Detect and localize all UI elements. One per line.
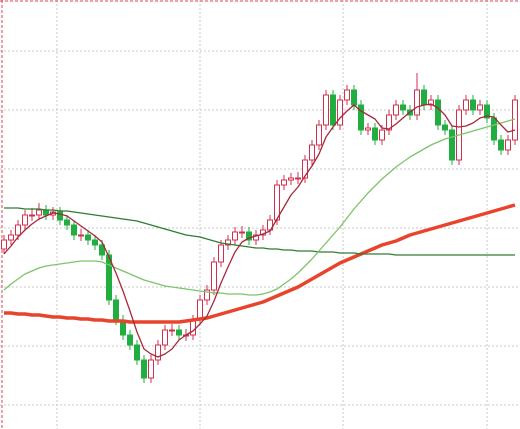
moving-average-line: [3, 103, 516, 358]
candle-body: [309, 144, 315, 161]
candle-body: [57, 211, 63, 221]
candle-body: [64, 219, 70, 226]
candle-body: [141, 359, 147, 379]
candle-body: [8, 234, 14, 241]
candle-body: [435, 99, 441, 126]
candle-body: [246, 231, 252, 241]
candle-body: [477, 104, 483, 111]
moving-average-line: [4, 203, 516, 324]
candle-body: [211, 261, 217, 291]
candle-body: [218, 244, 224, 263]
candle-body: [484, 104, 490, 119]
moving-average-line: [3, 118, 516, 296]
candle-body: [288, 177, 294, 181]
candle-body: [337, 99, 343, 126]
candles: [1, 73, 518, 383]
candle-body: [351, 89, 357, 106]
candle-body: [386, 114, 392, 131]
candle-body: [15, 224, 21, 236]
candle-body: [85, 234, 91, 241]
candle-body: [323, 94, 329, 126]
candle-body: [190, 319, 196, 336]
candle-body: [162, 329, 168, 346]
candle-body: [99, 244, 105, 256]
candle-body: [239, 231, 245, 234]
candle-body: [176, 329, 182, 336]
candle-body: [330, 94, 336, 126]
candle-body: [498, 139, 504, 151]
candle-body: [92, 239, 98, 246]
candle-body: [29, 214, 35, 217]
candle-body: [71, 224, 77, 236]
candle-body: [358, 104, 364, 131]
candle-body: [414, 89, 420, 116]
candle-body: [22, 214, 28, 226]
candle-body: [428, 99, 434, 106]
candle-body: [155, 344, 161, 361]
candle-body: [1, 239, 7, 250]
candle-body: [43, 209, 49, 216]
candle-body: [169, 329, 175, 332]
candle-body: [225, 239, 231, 246]
moving-average-line: [4, 207, 515, 256]
candle-body: [379, 129, 385, 141]
candle-body: [421, 89, 427, 106]
candle-body: [302, 159, 308, 179]
candle-body: [400, 104, 406, 111]
candle-body: [127, 334, 133, 346]
candle-body: [295, 177, 301, 180]
candle-body: [204, 289, 210, 301]
candle-body: [449, 129, 455, 161]
candle-body: [113, 299, 119, 321]
candle-body: [281, 179, 287, 186]
candle-body: [463, 99, 469, 111]
candle-body: [148, 359, 154, 379]
candle-body: [106, 254, 112, 301]
candle-body: [78, 234, 84, 237]
candle-body: [134, 344, 140, 361]
candle-body: [393, 104, 399, 116]
candle-body: [470, 99, 476, 111]
candle-body: [232, 231, 238, 241]
candle-body: [344, 89, 350, 101]
candle-body: [316, 124, 322, 146]
candle-body: [491, 117, 497, 141]
candle-body: [372, 127, 378, 141]
candle-body: [253, 234, 259, 241]
candle-body: [365, 127, 371, 131]
candle-body: [505, 139, 511, 151]
candle-body: [36, 209, 42, 216]
candle-body: [442, 124, 448, 131]
